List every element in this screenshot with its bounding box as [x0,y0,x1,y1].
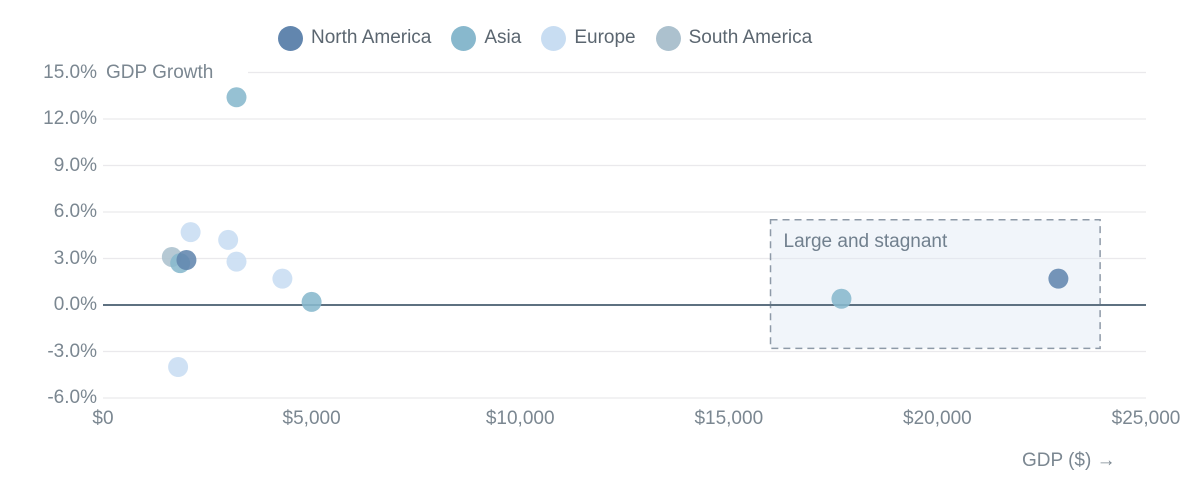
x-tick-label: $5,000 [282,408,341,429]
y-tick-label: 3.0% [53,247,97,269]
legend: North America Asia Europe South America [278,25,812,51]
y-tick-label: 15.0% [43,61,97,83]
annotation-label: Large and stagnant [783,230,948,252]
x-tick-label: $15,000 [694,408,764,429]
x-tick-label: $20,000 [903,408,972,429]
legend-swatch-europe-icon [541,25,567,51]
data-point-north-america [176,250,197,271]
y-tick-label: 12.0% [43,108,97,129]
x-tick-label: $25,000 [1111,408,1181,429]
data-point-europe [168,357,189,377]
data-point-north-america [1048,268,1069,289]
legend-swatch-asia-icon [451,25,477,51]
x-tick-label: $0 [92,408,114,429]
data-point-europe [180,222,201,243]
legend-label-asia: Asia [484,27,522,48]
legend-item-north-america: North America [278,25,431,51]
data-point-europe [272,268,293,289]
annotation-box [769,219,1101,350]
y-tick-label: 0.0% [53,294,97,315]
legend-label-north-america: North America [311,27,432,48]
x-axis-title: GDP ($) → [1022,450,1116,471]
legend-label-europe: Europe [574,27,636,48]
data-point-asia [831,288,852,309]
y-tick-label: 9.0% [53,154,97,176]
x-tick-label: $10,000 [485,408,555,429]
y-axis-title: GDP Growth [106,62,214,83]
y-tick-label: 6.0% [53,201,97,222]
data-point-asia [226,87,247,108]
data-point-europe [218,229,239,250]
y-tick-label: -6.0% [47,387,97,408]
data-point-europe [226,251,247,272]
legend-item-south-america: South America [655,25,813,51]
legend-label-south-america: South America [688,27,813,48]
legend-item-europe: Europe [541,25,636,51]
data-point-asia [301,291,322,312]
legend-swatch-north-america-icon [278,25,303,51]
y-tick-label: -3.0% [47,340,97,362]
legend-item-asia: Asia [451,25,521,51]
legend-swatch-south-america-icon [655,25,681,51]
